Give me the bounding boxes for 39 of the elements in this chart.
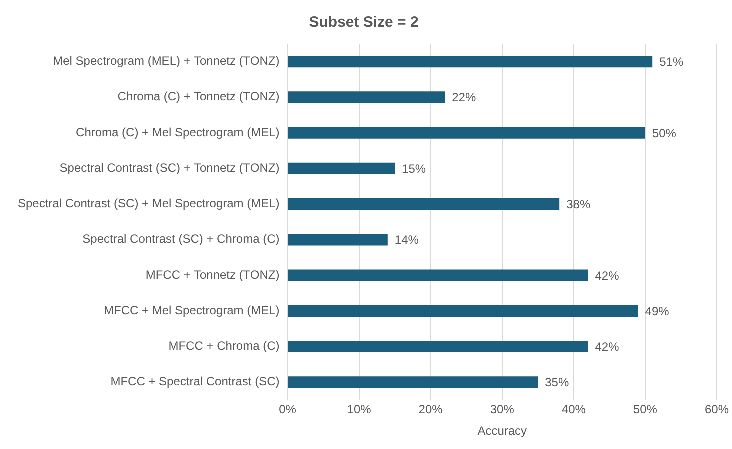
data-label: 22% <box>452 90 476 105</box>
y-tick-label: MFCC + Mel Spectrogram (MEL) <box>104 303 280 318</box>
bar <box>288 270 588 282</box>
x-tick-label: 50% <box>633 402 658 417</box>
bar <box>288 198 560 210</box>
data-label: 35% <box>545 376 570 390</box>
x-tick-label: 30% <box>490 402 515 417</box>
chart-title: Subset Size = 2 <box>309 14 419 32</box>
x-tick-label: 20% <box>418 402 444 417</box>
y-tick-label: MFCC + Chroma (C) <box>168 339 280 354</box>
bar <box>288 92 446 104</box>
data-label: 42% <box>595 340 620 354</box>
y-tick-label: Spectral Contrast (SC) + Chroma (C) <box>82 232 280 246</box>
y-tick-label: MFCC + Tonnetz (TONZ) <box>146 268 280 282</box>
x-tick-label: 0% <box>279 402 297 417</box>
y-tick-label: Spectral Contrast (SC) + Tonnetz (TONZ) <box>60 160 280 175</box>
y-tick-label: Chroma (C) + Tonnetz (TONZ) <box>118 90 280 104</box>
data-label: 42% <box>595 268 620 283</box>
bar <box>288 56 653 68</box>
data-label: 50% <box>652 126 677 140</box>
bar <box>288 305 638 317</box>
y-tick-label: Chroma (C) + Mel Spectrogram (MEL) <box>76 125 280 140</box>
x-tick-label: 60% <box>704 402 730 417</box>
y-tick-label: MFCC + Spectral Contrast (SC) <box>110 374 280 389</box>
data-label: 14% <box>394 233 420 248</box>
data-label: 15% <box>402 162 426 176</box>
x-tick-label: 10% <box>347 402 372 417</box>
data-label: 49% <box>645 304 670 318</box>
bar <box>288 376 538 388</box>
x-tick-label: 40% <box>562 402 586 417</box>
bar <box>288 127 646 139</box>
x-axis-title: Accuracy <box>478 424 528 438</box>
y-tick-label: Spectral Contrast (SC) + Mel Spectrogram (MEL) <box>18 196 280 211</box>
bar <box>288 340 588 353</box>
y-tick-label: Mel Spectrogram (MEL) + Tonnetz (TONZ) <box>53 54 280 68</box>
bar <box>288 162 396 174</box>
data-label: 51% <box>660 55 684 70</box>
data-label: 38% <box>566 198 591 212</box>
bar <box>288 234 388 246</box>
